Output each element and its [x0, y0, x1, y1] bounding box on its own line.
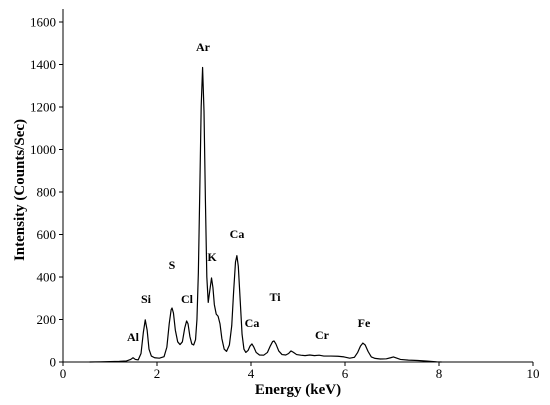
peak-label-ti: Ti [269, 290, 281, 304]
peak-label-cl: Cl [181, 292, 194, 306]
y-tick-label: 1600 [30, 14, 56, 29]
y-tick-label: 800 [37, 184, 57, 199]
spectrum-line [89, 66, 442, 363]
x-axis-label: Energy (keV) [255, 382, 341, 398]
x-tick-label: 8 [436, 366, 443, 381]
peak-label-ca-beta: Ca [245, 316, 260, 330]
peak-label-cr: Cr [315, 328, 330, 342]
peak-label-fe: Fe [358, 316, 371, 330]
y-tick-label: 200 [37, 312, 57, 327]
x-tick-label: 10 [527, 366, 540, 381]
peak-label-ca-alpha: Ca [230, 227, 245, 241]
x-tick-label: 0 [60, 366, 67, 381]
x-axis-ticks: 0 2 4 6 8 10 [60, 362, 540, 381]
axes [62, 9, 533, 363]
x-tick-label: 2 [154, 366, 161, 381]
x-tick-label: 4 [248, 366, 255, 381]
y-tick-label: 0 [50, 355, 57, 370]
x-tick-label: 6 [342, 366, 349, 381]
peak-label-ar: Ar [196, 40, 211, 54]
y-tick-label: 600 [37, 227, 57, 242]
y-tick-label: 1200 [30, 99, 56, 114]
peak-label-al: Al [127, 330, 140, 344]
y-tick-label: 1000 [30, 142, 56, 157]
y-axis-ticks: 0 200 400 600 800 1000 1200 1400 1600 [30, 14, 63, 370]
y-tick-label: 400 [37, 269, 57, 284]
peak-labels: Al Si S Cl Ar K Ca Ti Ca Cr Fe [127, 40, 371, 344]
peak-label-s: S [169, 258, 176, 272]
y-tick-label: 1400 [30, 57, 56, 72]
peak-label-si: Si [141, 292, 152, 306]
peak-label-k: K [207, 250, 217, 264]
y-axis-label: Intensity (Counts/Sec) [12, 119, 28, 261]
